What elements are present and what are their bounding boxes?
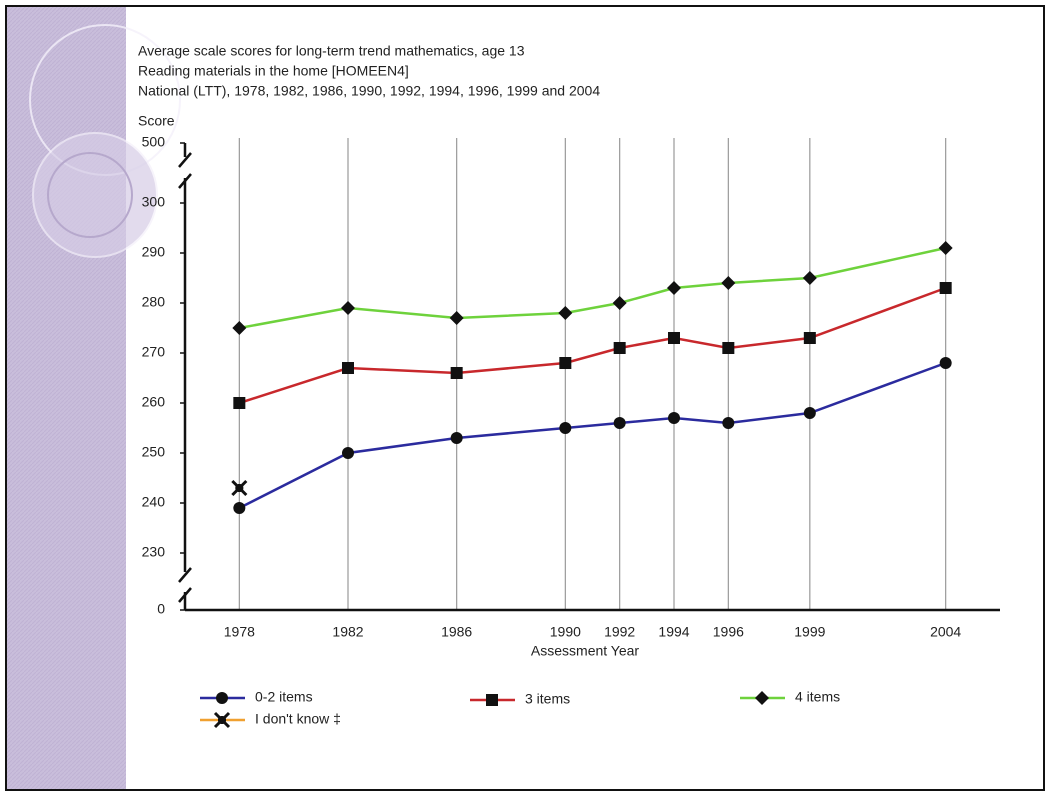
legend-label: 0-2 items	[255, 689, 313, 705]
y-axis-label: Score	[138, 113, 175, 129]
point	[940, 282, 952, 294]
y-tick-label: 290	[142, 244, 166, 260]
y-tick-label: 270	[142, 344, 166, 360]
y-tick-label: 280	[142, 294, 166, 310]
y-tick-label: 260	[142, 394, 166, 410]
y-tick-label: 240	[142, 494, 166, 510]
y-tick-label: 230	[142, 544, 166, 560]
x-tick-label: 1978	[224, 624, 255, 640]
point	[940, 357, 952, 369]
x-tick-label: 1999	[794, 624, 825, 640]
point	[804, 407, 816, 419]
point	[559, 357, 571, 369]
x-tick-label: 2004	[930, 624, 961, 640]
x-tick-label: 1986	[441, 624, 472, 640]
point	[614, 417, 626, 429]
x-tick-label: 1992	[604, 624, 635, 640]
legend-label: I don't know ‡	[255, 711, 341, 727]
y-tick-label: 0	[157, 601, 165, 617]
point	[233, 397, 245, 409]
y-tick-label: 500	[142, 134, 166, 150]
point	[233, 502, 245, 514]
x-tick-label: 1982	[332, 624, 363, 640]
x-tick-label: 1990	[550, 624, 581, 640]
chart-subtitle: Reading materials in the home [HOMEEN4]	[138, 63, 409, 79]
x-tick-label: 1996	[713, 624, 744, 640]
slide: Average scale scores for long-term trend…	[0, 0, 1050, 795]
legend-label: 3 items	[525, 691, 570, 707]
point	[559, 422, 571, 434]
y-tick-label: 300	[142, 194, 166, 210]
point	[804, 332, 816, 344]
point	[668, 412, 680, 424]
point	[451, 367, 463, 379]
point	[614, 342, 626, 354]
point	[668, 332, 680, 344]
point	[342, 362, 354, 374]
point	[722, 417, 734, 429]
chart-title: Average scale scores for long-term trend…	[138, 43, 525, 59]
y-tick-label: 250	[142, 444, 166, 460]
point	[722, 342, 734, 354]
point	[451, 432, 463, 444]
side-panel	[6, 6, 126, 790]
x-tick-label: 1994	[658, 624, 689, 640]
legend-marker	[486, 694, 498, 706]
legend-label: 4 items	[795, 689, 840, 705]
legend-marker	[216, 692, 228, 704]
point	[342, 447, 354, 459]
chart-subtitle: National (LTT), 1978, 1982, 1986, 1990, …	[138, 83, 600, 99]
x-axis-label: Assessment Year	[531, 643, 640, 659]
